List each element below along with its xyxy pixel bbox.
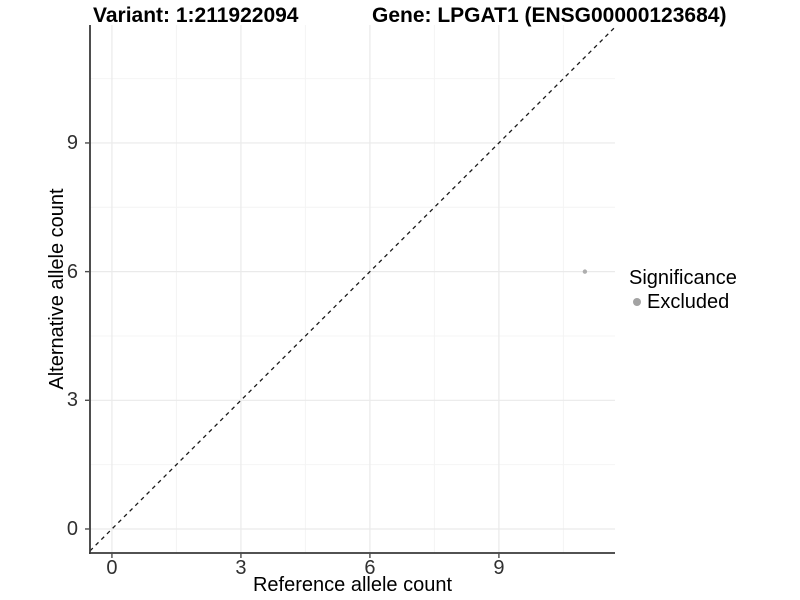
legend-entry-label: Excluded [647,291,730,313]
x-axis-title: Reference allele count [252,574,452,596]
y-tick-label: 6 [66,260,78,283]
x-tick-label: 9 [493,557,505,579]
identity-reference-line [89,26,616,552]
data-point [582,269,588,274]
y-tick-label: 0 [66,517,78,540]
legend-point-icon [633,298,641,306]
legend: Significance Excluded [629,266,797,314]
variant-title: Variant: 1:211922094 [93,4,299,27]
y-axis-title: Alternative allele count [46,188,68,390]
legend-title: Significance [629,267,737,289]
x-tick-label: 3 [235,557,247,579]
x-tick-label: 0 [106,557,118,579]
legend-entry-excluded: Excluded [629,290,797,314]
y-tick-label: 9 [66,131,78,154]
x-tick-label: 6 [364,557,376,579]
y-tick-label: 3 [66,389,78,412]
gene-title: Gene: LPGAT1 (ENSG00000123684) [372,4,727,27]
